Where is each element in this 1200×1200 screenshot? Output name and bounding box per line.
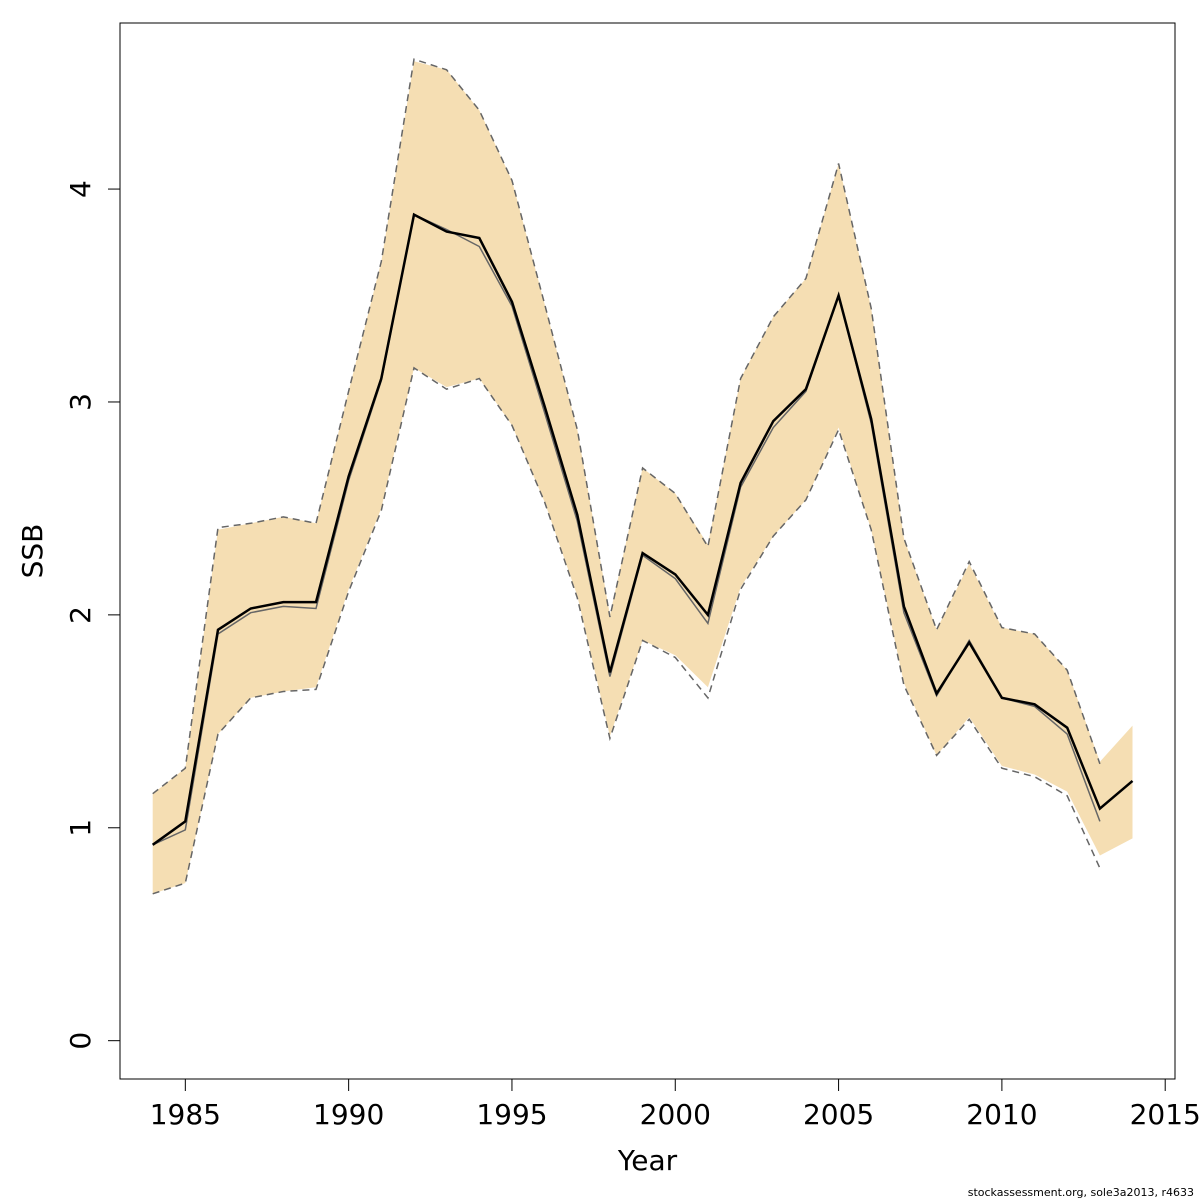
confidence-band bbox=[152, 61, 1133, 894]
x-tick-label: 2015 bbox=[1130, 1098, 1200, 1131]
x-axis-title: Year bbox=[617, 1144, 678, 1177]
series-layer bbox=[151, 212, 1134, 846]
x-tick-label: 1985 bbox=[150, 1098, 221, 1131]
y-tick-label: 3 bbox=[64, 393, 97, 411]
footer-note: stockassessment.org, sole3a2013, r4633 bbox=[968, 1186, 1194, 1199]
y-tick-label: 1 bbox=[64, 819, 97, 837]
y-tick-label: 2 bbox=[64, 606, 97, 624]
x-tick-label: 1995 bbox=[476, 1098, 547, 1131]
y-axis: 0 1 2 3 4 bbox=[64, 180, 121, 1050]
previous-bounds-layer bbox=[152, 58, 1101, 895]
x-tick-label: 1990 bbox=[313, 1098, 384, 1131]
y-axis-title: SSB bbox=[16, 524, 49, 579]
confidence-band-layer bbox=[152, 61, 1133, 894]
x-axis: 1985 1990 1995 2000 2005 2010 2015 bbox=[150, 1078, 1200, 1131]
x-tick-label: 2010 bbox=[966, 1098, 1037, 1131]
x-tick-label: 2005 bbox=[803, 1098, 874, 1131]
previous-upper-bound-line bbox=[152, 58, 1101, 795]
x-tick-label: 2000 bbox=[640, 1098, 711, 1131]
current-estimate-line bbox=[151, 212, 1134, 846]
y-tick-label: 4 bbox=[64, 180, 97, 198]
y-tick-label: 0 bbox=[64, 1032, 97, 1050]
